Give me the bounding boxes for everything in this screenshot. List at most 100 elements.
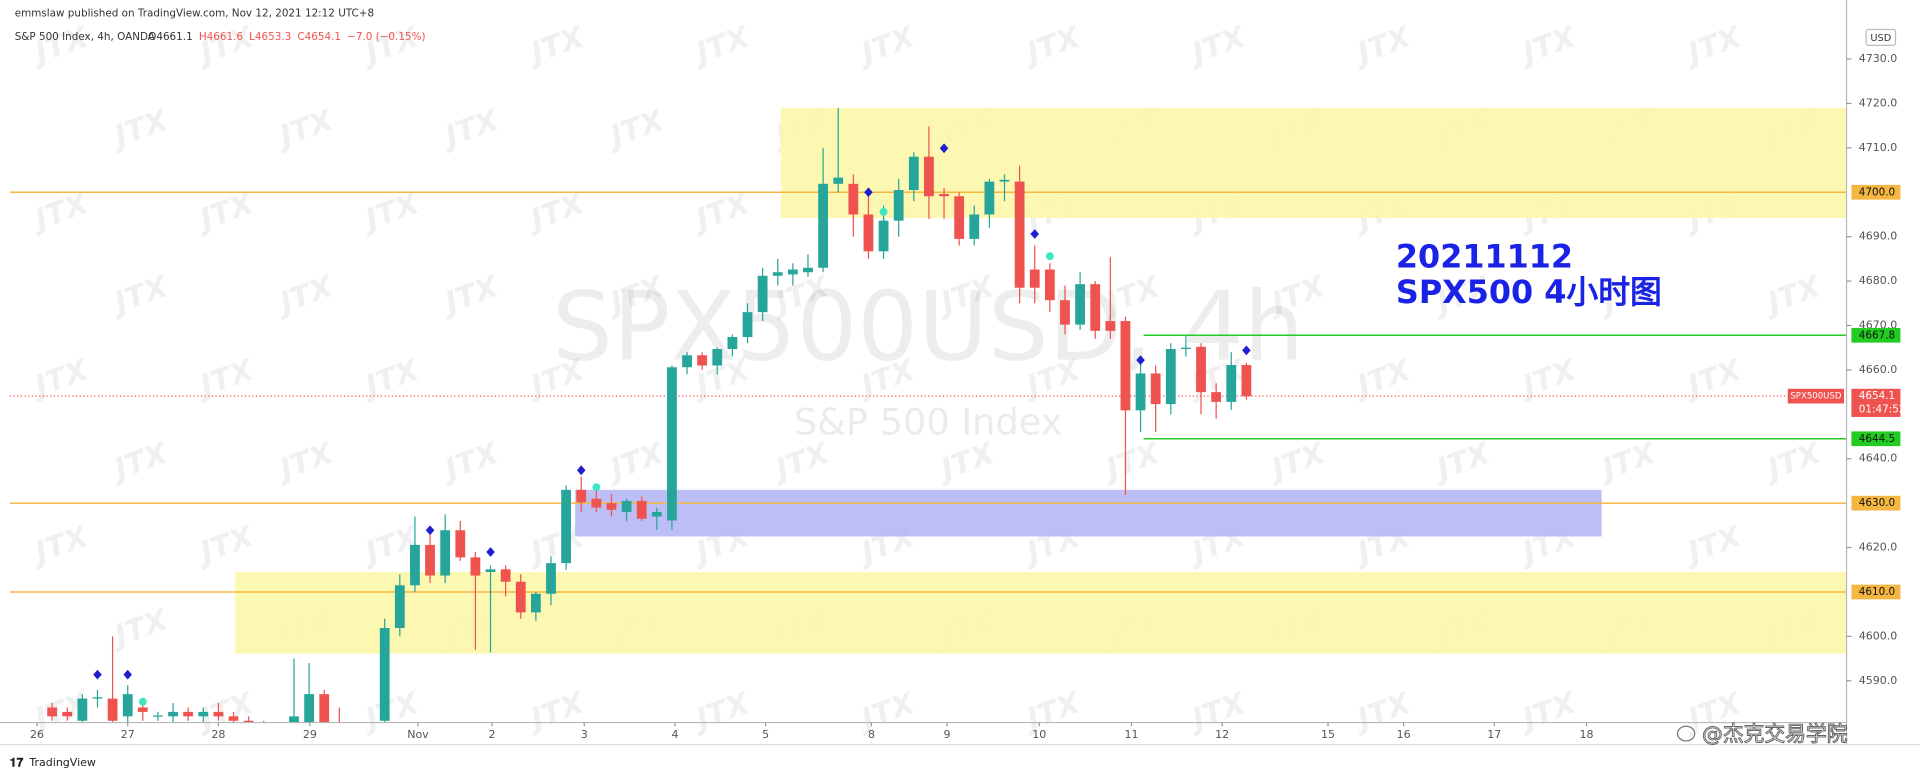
candle-body bbox=[153, 715, 163, 717]
annotation: SPX500 4小时图 bbox=[1396, 273, 1662, 311]
candle-body bbox=[787, 269, 798, 275]
candle-body bbox=[515, 581, 526, 613]
zone bbox=[780, 107, 1847, 219]
brand-logo: 𝟏𝟕 bbox=[10, 755, 24, 769]
level-label-box bbox=[1851, 431, 1901, 447]
x-tick-label: 9 bbox=[944, 728, 951, 741]
candle-body bbox=[1196, 346, 1206, 393]
x-tick-label: 5 bbox=[762, 728, 769, 741]
candle-body bbox=[591, 498, 602, 508]
signal-diamond bbox=[93, 669, 102, 680]
candle-body bbox=[470, 557, 481, 576]
candle-body bbox=[1014, 181, 1025, 288]
x-tick-label: 26 bbox=[30, 728, 44, 741]
candle-body bbox=[47, 707, 58, 717]
level-label-box bbox=[1851, 327, 1901, 343]
x-tick-label: 18 bbox=[1579, 728, 1593, 741]
candle-body bbox=[1165, 349, 1176, 405]
level-label-box bbox=[1851, 495, 1901, 511]
x-tick-label: 2 bbox=[489, 728, 496, 741]
candle-body bbox=[1211, 392, 1222, 402]
candle-body bbox=[485, 569, 496, 572]
zone bbox=[575, 489, 1602, 537]
candle-body bbox=[77, 698, 88, 721]
y-tick-label: 4680.0 bbox=[1859, 274, 1898, 287]
readout: O4661.1 H4661.6 L4653.3 C4654.1 −7.0 (−0.15%… bbox=[148, 31, 425, 43]
x-tick-label: 17 bbox=[1487, 728, 1501, 741]
y-tick-label: 4710.0 bbox=[1859, 141, 1898, 154]
candle-body bbox=[863, 214, 874, 252]
y-tick-label: 4730.0 bbox=[1859, 52, 1898, 65]
candle-body bbox=[682, 355, 692, 368]
last-price-box bbox=[1851, 388, 1901, 417]
last-price-name: SPX500USD bbox=[1790, 392, 1842, 402]
candle-body bbox=[969, 214, 980, 239]
axes: 4730.04720.04710.04690.04680.04670.04660… bbox=[30, 52, 1905, 741]
currency-box bbox=[1865, 28, 1897, 47]
candle-body bbox=[62, 711, 73, 717]
candle-body bbox=[893, 190, 904, 221]
level-label-box bbox=[1851, 184, 1901, 200]
candle-body bbox=[304, 694, 315, 723]
candle-body bbox=[1150, 373, 1161, 405]
symbol-info: S&P 500 Index, 4h, OANDA bbox=[15, 31, 156, 43]
candle-body bbox=[621, 500, 632, 513]
readout-value: C4654.1 bbox=[297, 31, 341, 43]
y-tick-label: 4720.0 bbox=[1859, 96, 1898, 109]
candle-body bbox=[1090, 284, 1101, 331]
candle-body bbox=[1105, 321, 1116, 331]
candle-body bbox=[228, 716, 239, 721]
credit: @杰克交易学院 bbox=[1702, 722, 1848, 746]
candle-body bbox=[697, 355, 708, 366]
candle-body bbox=[107, 698, 118, 721]
level-label: 4644.5 bbox=[1859, 433, 1895, 445]
y-tick-label: 4600.0 bbox=[1859, 629, 1898, 642]
candle-body bbox=[122, 694, 133, 717]
x-tick-label: 8 bbox=[868, 728, 875, 741]
candle-body bbox=[1181, 347, 1191, 350]
candle-body bbox=[1226, 365, 1237, 402]
candle-body bbox=[1075, 284, 1085, 325]
y-tick-label: 4590.0 bbox=[1859, 674, 1898, 687]
y-tick-label: 4640.0 bbox=[1859, 452, 1898, 465]
candle-body bbox=[137, 707, 148, 712]
candle-body bbox=[803, 267, 813, 273]
candle-body bbox=[243, 720, 254, 723]
x-tick-label: 4 bbox=[671, 728, 678, 741]
x-tick-label: 29 bbox=[303, 728, 317, 741]
candle-body bbox=[319, 694, 330, 723]
candle-body bbox=[394, 585, 405, 628]
x-tick-label: 15 bbox=[1321, 728, 1335, 741]
candle-body bbox=[455, 530, 466, 558]
candle-body bbox=[561, 489, 572, 564]
watermark-symbol: SPX500USD, 4h bbox=[552, 271, 1304, 383]
candle-body bbox=[183, 711, 194, 717]
candle-body bbox=[92, 697, 103, 699]
candle-body bbox=[908, 156, 919, 191]
candle-body bbox=[757, 275, 768, 313]
candle-body bbox=[636, 500, 647, 519]
header: emmslaw published on TradingView.com, No… bbox=[15, 8, 374, 20]
x-tick-label: Nov bbox=[407, 728, 429, 741]
candle-body bbox=[425, 544, 435, 576]
candle-body bbox=[939, 194, 949, 197]
x-tick-label: 28 bbox=[211, 728, 225, 741]
x-tick-label: 16 bbox=[1397, 728, 1411, 741]
candles bbox=[47, 107, 1252, 723]
zone bbox=[235, 571, 1847, 654]
candle-body bbox=[198, 711, 209, 717]
level-label: 4610.0 bbox=[1859, 586, 1895, 598]
readout-value: L4653.3 bbox=[249, 31, 291, 43]
credit-icon bbox=[1676, 725, 1696, 743]
readout-value: O4661.1 bbox=[148, 31, 193, 43]
candle-body bbox=[818, 183, 828, 268]
signal-diamond bbox=[486, 547, 495, 557]
annotation: 20211112 bbox=[1396, 237, 1573, 275]
signal-diamond bbox=[576, 465, 586, 476]
signal-diamond bbox=[1136, 355, 1145, 366]
candle-body bbox=[530, 593, 541, 613]
candle-body bbox=[546, 563, 556, 594]
readout-value: H4661.6 bbox=[199, 31, 243, 43]
